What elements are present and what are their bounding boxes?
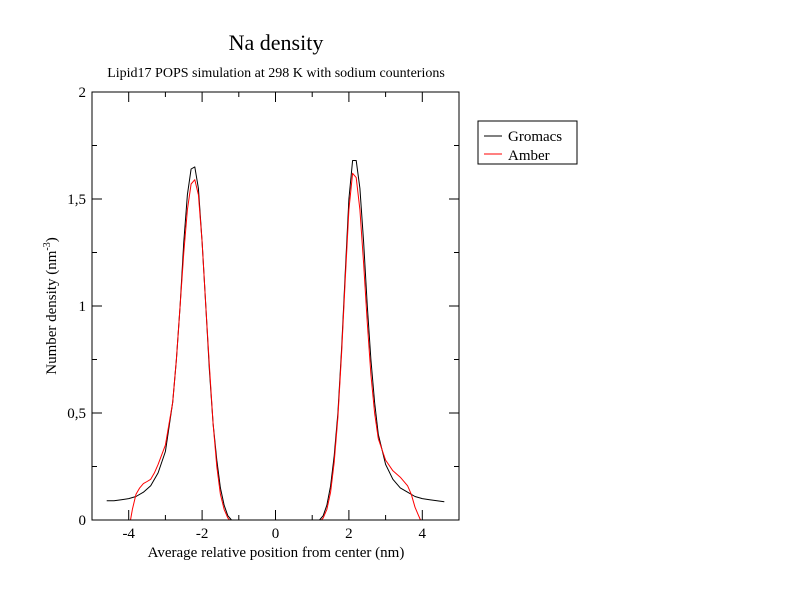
x-tick-label: -2	[196, 526, 209, 542]
y-tick-label: 1,5	[67, 192, 86, 208]
chart-title: Na density	[229, 30, 324, 55]
chart-subtitle: Lipid17 POPS simulation at 298 K with so…	[107, 66, 445, 81]
plot-series	[106, 160, 445, 521]
x-tick-label: -4	[122, 526, 135, 542]
y-tick-label: 1	[79, 299, 87, 315]
plot-frame	[91, 91, 460, 521]
x-tick-label: 4	[419, 526, 427, 542]
x-tick-label: 2	[345, 526, 353, 542]
x-tick-label: 0	[272, 526, 280, 542]
y-tick-label: 2	[79, 85, 87, 101]
legend-box	[477, 120, 578, 165]
y-tick-label: 0	[79, 513, 87, 529]
y-axis-label-tail: )	[44, 237, 60, 242]
legend: Gromacs Amber	[477, 120, 578, 165]
y-axis-label-sup: -3	[42, 242, 53, 250]
x-axis-label: Average relative position from center (n…	[148, 545, 405, 561]
y-axis-label: Number density (nm-3)	[42, 237, 60, 375]
y-tick-label: 0,5	[67, 406, 86, 422]
axis-ticks	[92, 91, 459, 521]
series-line-amber	[130, 172, 421, 521]
y-axis-label-main: Number density (nm	[44, 250, 60, 374]
legend-label-amber: Amber	[508, 148, 550, 164]
legend-label-gromacs: Gromacs	[508, 129, 562, 145]
axis-tick-labels: -4 -2 0 2 4 0 0,5 1 1,5 2	[67, 85, 426, 542]
